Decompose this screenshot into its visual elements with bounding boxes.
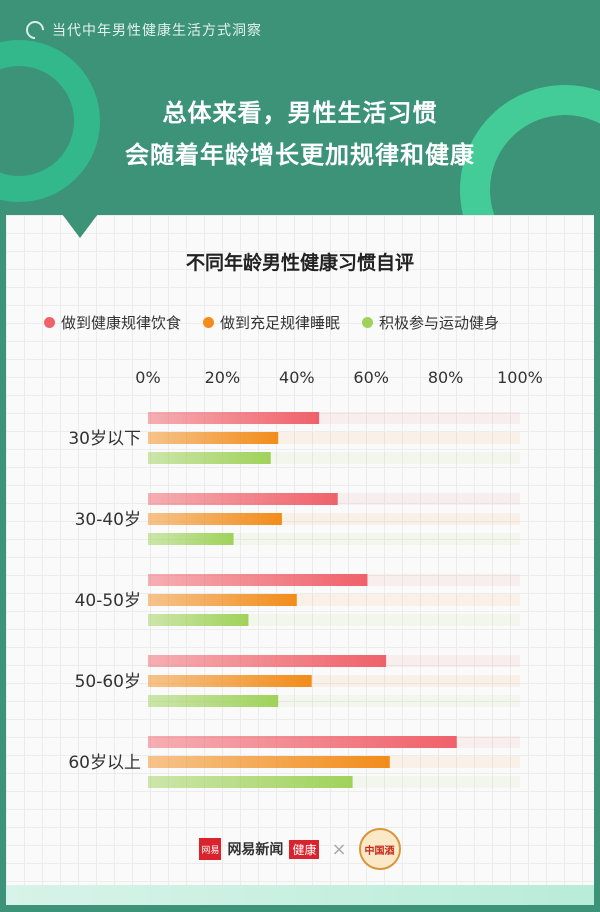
bar — [148, 776, 353, 788]
bar — [148, 574, 368, 586]
headline-line-1: 总体来看，男性生活习惯 — [162, 99, 438, 127]
bar — [148, 695, 279, 707]
category-label: 60岁以上 — [68, 753, 141, 773]
legend-label: 做到充足规律睡眠 — [220, 314, 341, 332]
bar — [148, 432, 279, 444]
netease-news-text: 网易新闻 — [227, 842, 284, 858]
legend-label: 做到健康规律饮食 — [61, 314, 182, 332]
x-tick-label: 60% — [353, 368, 389, 387]
x-tick-label: 0% — [135, 368, 160, 387]
x-tick-label: 20% — [205, 368, 241, 387]
category-label: 30-40岁 — [75, 510, 141, 530]
x-tick-label: 100% — [497, 368, 543, 387]
category-label: 40-50岁 — [75, 591, 141, 611]
brand: 当代中年男性健康生活方式洞察 — [22, 17, 262, 43]
bar — [148, 736, 457, 748]
callout-notch — [62, 214, 98, 238]
legend-item: 做到健康规律饮食 — [44, 312, 181, 333]
times-icon: × — [331, 838, 347, 860]
bar — [148, 655, 387, 667]
legend: 做到健康规律饮食 做到充足规律睡眠 积极参与运动健身 — [44, 312, 499, 333]
headline-line-2: 会随着年龄增长更加规律和健康 — [125, 141, 475, 169]
partner-seal-icon: 中国酒 — [358, 828, 401, 870]
bar — [148, 675, 312, 687]
bar — [148, 533, 234, 545]
bar — [148, 513, 282, 525]
legend-label: 积极参与运动健身 — [379, 314, 500, 332]
category-label: 30岁以下 — [68, 429, 141, 449]
bar — [148, 756, 390, 768]
footer: 网易 网易新闻 健康 × 中国酒 — [0, 828, 600, 870]
bar-track — [148, 533, 520, 545]
bottom-strip — [0, 905, 600, 912]
chart-card — [6, 215, 594, 905]
legend-dot-sleep — [203, 317, 215, 328]
header-banner: 当代中年男性健康生活方式洞察 总体来看，男性生活习惯 会随着年龄增长更加规律和健… — [0, 0, 600, 215]
legend-dot-diet — [44, 317, 55, 328]
legend-item: 积极参与运动健身 — [362, 312, 499, 333]
chart-title-wrap: 不同年龄男性健康习惯自评 — [0, 248, 600, 275]
legend-item: 做到充足规律睡眠 — [203, 312, 340, 333]
bottom-decoration — [6, 885, 594, 905]
brand-text: 当代中年男性健康生活方式洞察 — [52, 23, 262, 39]
netease-logo-icon: 网易 — [199, 838, 222, 860]
category-label: 50-60岁 — [75, 672, 141, 692]
bar — [148, 452, 271, 464]
health-tag: 健康 — [289, 839, 320, 859]
bar — [148, 493, 338, 505]
bar — [148, 594, 297, 606]
chart-title: 不同年龄男性健康习惯自评 — [182, 252, 418, 274]
bar — [148, 614, 249, 626]
partner-seal-text: 中国酒 — [364, 845, 395, 857]
x-tick-label: 80% — [428, 368, 464, 387]
legend-dot-exercise — [362, 317, 374, 328]
x-tick-label: 40% — [279, 368, 315, 387]
bar — [148, 412, 320, 424]
